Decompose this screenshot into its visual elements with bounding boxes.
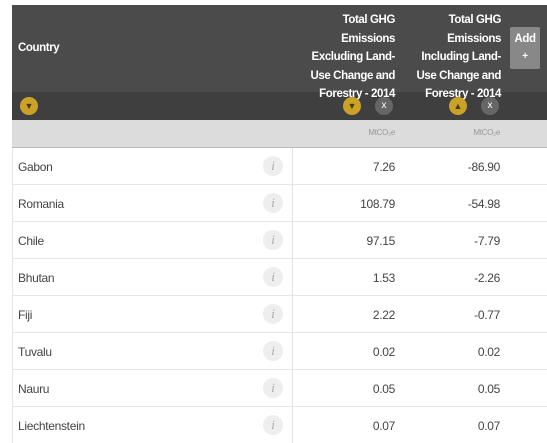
- column-divider: [292, 407, 293, 443]
- value-cell: 7.26: [372, 160, 395, 174]
- value-cell: -0.77: [474, 308, 500, 322]
- column-divider: [292, 185, 293, 222]
- add-label[interactable]: Add: [514, 33, 536, 45]
- column-divider: [292, 370, 293, 407]
- country-name: Liechtenstein: [18, 419, 85, 433]
- row: [12, 185, 547, 222]
- unit-label: MtCO₂e: [368, 128, 395, 137]
- country-header[interactable]: Country: [18, 42, 60, 54]
- value-cell: 2.22: [372, 308, 395, 322]
- country-name: Tuvalu: [18, 345, 52, 359]
- country-name: Nauru: [18, 382, 50, 396]
- column-divider: [292, 148, 293, 185]
- info-button[interactable]: i: [263, 267, 283, 287]
- country-name: Bhutan: [18, 271, 55, 285]
- value-cell: 97.15: [366, 234, 395, 248]
- value-cell: 108.79: [360, 197, 395, 211]
- sort-button[interactable]: ▼: [343, 97, 361, 115]
- info-button[interactable]: i: [263, 193, 283, 213]
- info-button[interactable]: i: [263, 230, 283, 250]
- row: [12, 407, 547, 443]
- country-name: Fiji: [18, 308, 33, 322]
- info-button[interactable]: i: [263, 415, 283, 435]
- value-cell: 0.02: [372, 345, 395, 359]
- value-cell: -2.26: [474, 271, 500, 285]
- country-name: Gabon: [18, 160, 53, 174]
- value-cell: 0.05: [477, 382, 500, 396]
- value-cell: 0.05: [372, 382, 395, 396]
- row: [12, 296, 547, 333]
- remove-button[interactable]: x: [481, 97, 499, 115]
- column-divider: [292, 222, 293, 259]
- add-icon[interactable]: +: [522, 51, 528, 62]
- row: [12, 333, 547, 370]
- value-cell: 1.53: [372, 271, 395, 285]
- value-cell: -86.90: [467, 160, 501, 174]
- sort-button[interactable]: ▼: [20, 97, 38, 115]
- row: [12, 222, 547, 259]
- row: [12, 370, 547, 407]
- column-header[interactable]: Total GHG Emissions Excluding Land-Use C…: [310, 14, 395, 100]
- info-button[interactable]: i: [263, 156, 283, 176]
- value-cell: 0.02: [477, 345, 500, 359]
- column-divider: [292, 296, 293, 333]
- column-header[interactable]: Total GHG Emissions Including Land-Use C…: [416, 14, 501, 100]
- unit-label: MtCO₂e: [473, 128, 500, 137]
- value-cell: -54.98: [467, 197, 501, 211]
- remove-button[interactable]: x: [375, 97, 393, 115]
- info-button[interactable]: i: [263, 304, 283, 324]
- country-name: Chile: [18, 234, 44, 248]
- row: [12, 148, 547, 185]
- row: [12, 259, 547, 296]
- add-button[interactable]: [510, 27, 540, 69]
- country-name: Romania: [18, 197, 64, 211]
- value-cell: 0.07: [477, 419, 500, 433]
- value-cell: -7.79: [474, 234, 500, 248]
- unit-bar: [12, 120, 547, 148]
- column-divider: [292, 259, 293, 296]
- header-bar: [12, 5, 547, 92]
- info-button[interactable]: i: [263, 341, 283, 361]
- info-button[interactable]: i: [263, 378, 283, 398]
- sort-button[interactable]: ▲: [449, 97, 467, 115]
- column-divider: [292, 333, 293, 370]
- value-cell: 0.07: [372, 419, 395, 433]
